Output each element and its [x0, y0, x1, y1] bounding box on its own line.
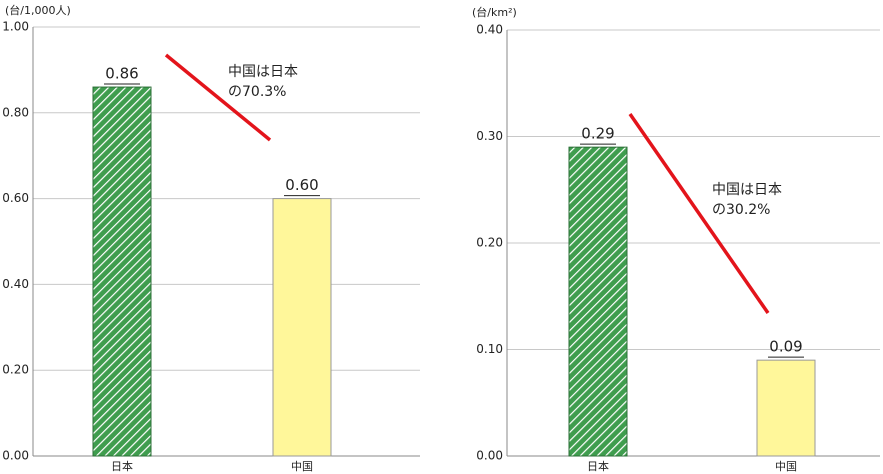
y-tick-label: 0.00 — [2, 449, 29, 463]
value-label: 0.29 — [581, 125, 614, 143]
annotation: の30.2% — [712, 202, 770, 218]
annotation: の70.3% — [228, 84, 286, 100]
bar — [272, 198, 332, 457]
bar — [92, 86, 152, 457]
y-tick-label: 0.80 — [2, 105, 29, 119]
y-tick-label: 0.00 — [476, 449, 503, 463]
y-tick-label: 0.20 — [476, 236, 503, 250]
y-tick-label: 0.20 — [2, 363, 29, 377]
value-label: 0.09 — [769, 338, 802, 356]
value-label: 0.86 — [105, 65, 138, 83]
y-tick-label: 1.00 — [2, 20, 29, 34]
y-axis-label: (台/1,000人) — [5, 3, 71, 17]
y-tick-label: 0.10 — [476, 342, 503, 356]
x-tick-label: 日本 — [587, 459, 609, 473]
y-axis-label: (台/km²) — [472, 5, 517, 19]
value-label: 0.60 — [285, 176, 318, 194]
annotation-line — [628, 113, 770, 314]
y-tick-label: 0.40 — [476, 23, 503, 37]
y-tick-label: 0.30 — [476, 129, 503, 143]
annotation: 中国は日本 — [712, 182, 782, 198]
bar — [756, 359, 816, 457]
annotation: 中国は日本 — [228, 64, 298, 80]
x-tick-label: 中国 — [291, 460, 313, 473]
annotation-line — [164, 53, 272, 142]
bar — [568, 146, 628, 457]
x-tick-label: 中国 — [775, 460, 797, 473]
y-tick-label: 0.40 — [2, 277, 29, 291]
x-tick-label: 日本 — [111, 459, 133, 473]
y-tick-label: 0.60 — [2, 191, 29, 205]
